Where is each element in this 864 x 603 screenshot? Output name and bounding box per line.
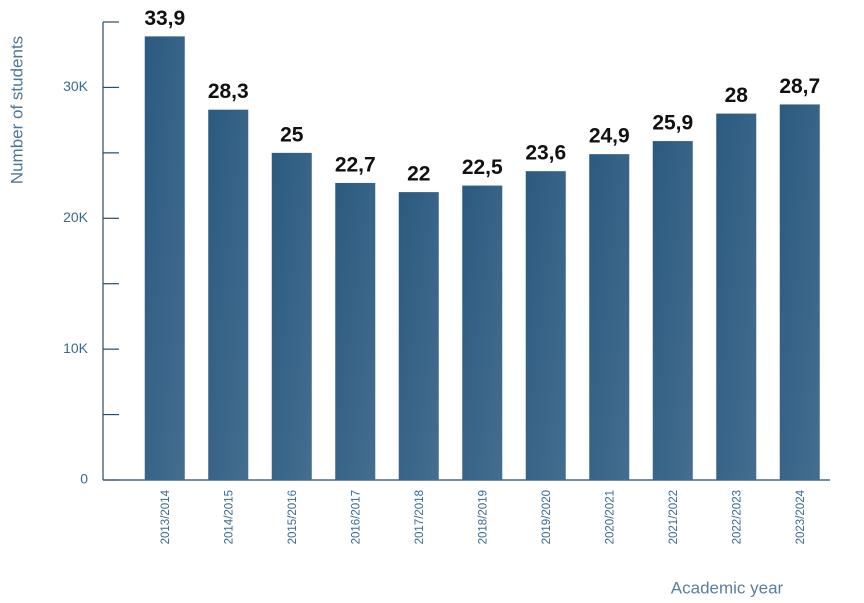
bar-shade: [652, 141, 693, 480]
value-label: 22,7: [335, 154, 376, 177]
value-label: 22,5: [462, 156, 503, 179]
bar-shade: [716, 113, 757, 480]
bar-shade: [144, 36, 185, 480]
bar-shade: [779, 104, 820, 480]
value-label: 25,9: [652, 112, 693, 135]
value-label: 28: [725, 84, 749, 107]
bar-shade: [335, 182, 376, 480]
x-tick-label: 2016/2017: [350, 490, 362, 544]
y-tick-label: 30K: [63, 78, 89, 94]
x-tick-label: 2021/2022: [668, 490, 680, 544]
value-label: 22: [407, 163, 430, 186]
bar-shade: [398, 192, 439, 480]
bar-shade: [525, 171, 566, 481]
x-tick-label: 2018/2019: [477, 490, 489, 544]
y-tick-label: 10K: [63, 340, 89, 356]
bar-shade: [462, 185, 503, 481]
value-label: 23,6: [525, 142, 566, 165]
x-tick-label: 2019/2020: [541, 490, 553, 544]
x-tick-label: 2022/2023: [731, 490, 743, 544]
x-tick-label: 2017/2018: [414, 490, 426, 544]
x-axis-label: Academic year: [671, 578, 784, 597]
bar-shade: [208, 109, 249, 480]
value-label: 25: [280, 123, 304, 146]
x-tick-label: 2023/2024: [795, 489, 807, 544]
x-tick-label: 2014/2015: [223, 490, 235, 544]
value-label: 33,9: [144, 7, 185, 30]
y-tick-label: 20K: [63, 209, 89, 225]
value-label: 28,7: [779, 75, 820, 98]
x-tick-label: 2015/2016: [287, 490, 299, 544]
bar-shade: [271, 152, 312, 480]
y-axis-label: Number of students: [7, 36, 26, 184]
bar-shade: [589, 154, 630, 480]
y-tick-label: 0: [80, 471, 88, 487]
value-label: 28,3: [208, 80, 249, 103]
value-label: 24,9: [589, 125, 630, 148]
x-tick-label: 2020/2021: [604, 490, 616, 544]
x-tick-label: 2013/2014: [160, 489, 172, 544]
